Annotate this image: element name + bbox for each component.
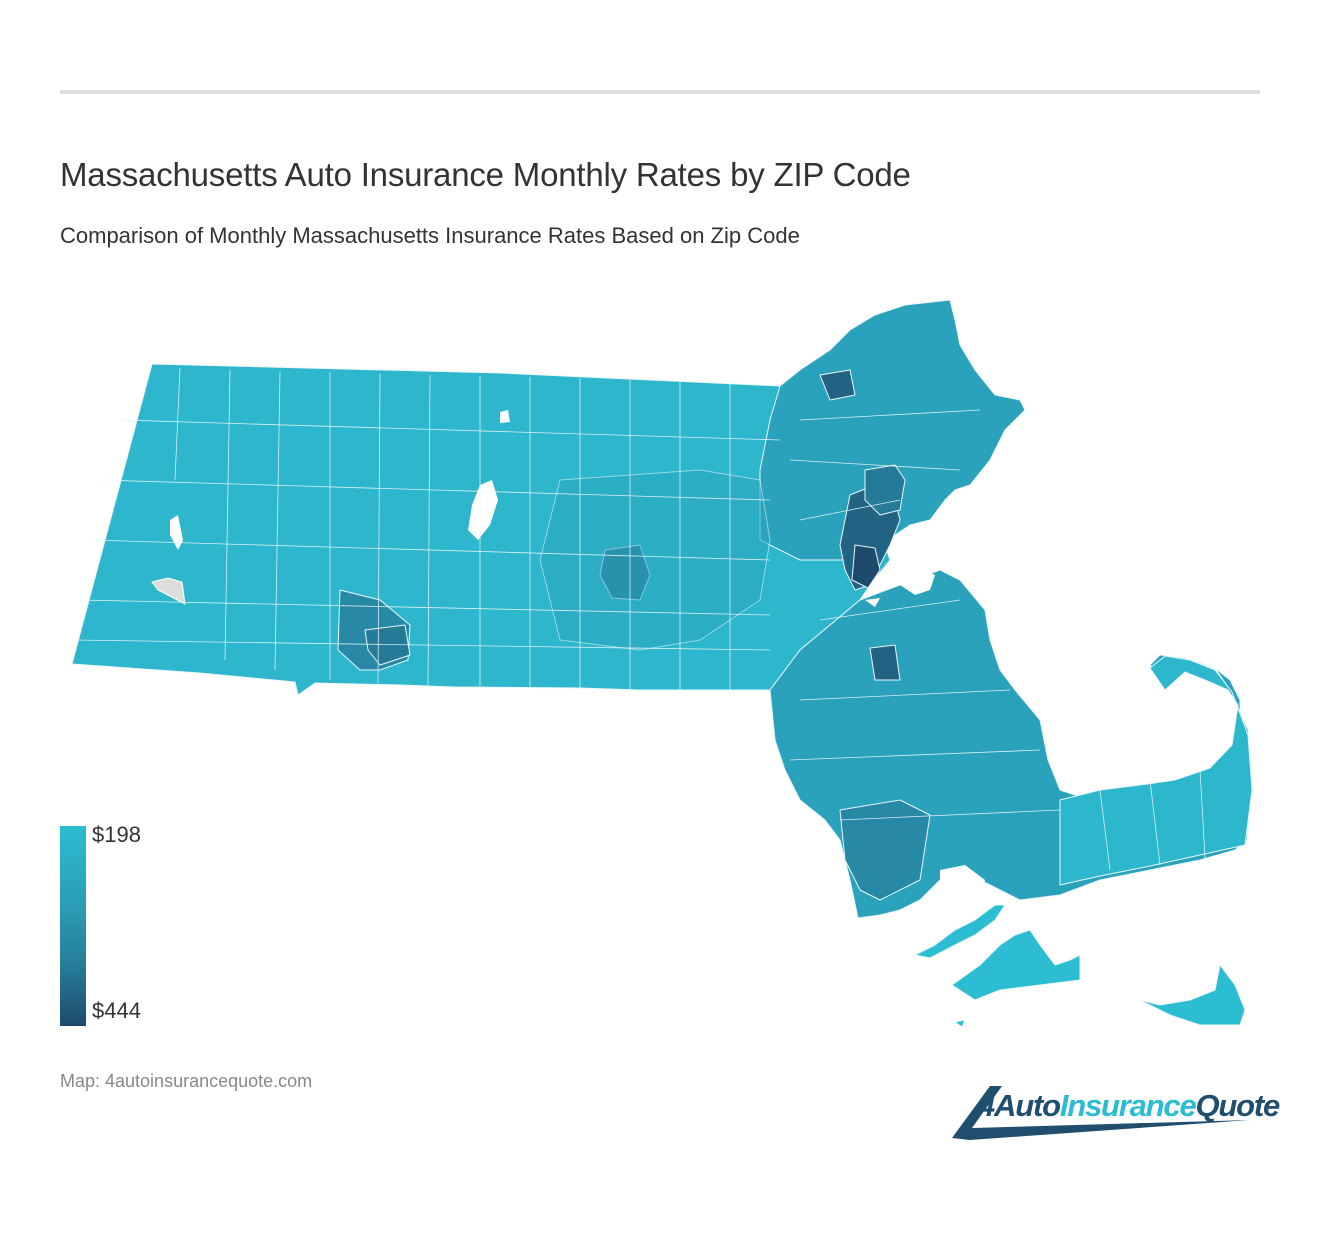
region-springfield-core (364, 624, 411, 666)
page-subtitle: Comparison of Monthly Massachusetts Insu… (60, 223, 800, 248)
top-divider (60, 90, 1260, 94)
brand-logo: 4AutoInsuranceQuote (950, 1080, 1280, 1142)
region-small-island (954, 1019, 966, 1028)
water-body-west (170, 515, 183, 550)
page-title: Massachusetts Auto Insurance Monthly Rat… (60, 156, 911, 193)
region-lawrence (819, 369, 856, 401)
region-northeast (759, 299, 1026, 561)
region-nantucket (1139, 964, 1246, 1026)
region-southeast (769, 569, 1253, 919)
logo-swoosh-icon (952, 1086, 1250, 1140)
buzzards-bay (940, 865, 985, 910)
region-marthas-vineyard (951, 929, 1081, 1001)
logo-text: 4AutoInsuranceQuote (978, 1088, 1281, 1124)
water-south-shore (865, 598, 880, 607)
no-data-area (151, 577, 186, 605)
logo-digit: 4 (978, 1088, 995, 1123)
boston-harbor (890, 555, 935, 595)
region-cape-cod (1059, 655, 1253, 886)
wachusett-water (500, 410, 510, 423)
logo-part-quote: Quote (1195, 1088, 1281, 1123)
region-north-shore (864, 464, 906, 516)
map-source: Map: 4autoinsurancequote.com (60, 1071, 313, 1091)
region-elizabeth-islands (914, 904, 1006, 959)
legend-color-scale (60, 826, 86, 1026)
legend-max-label: $198 (92, 822, 141, 847)
region-brockton (869, 644, 901, 681)
region-fall-river-new-bedford (839, 799, 931, 901)
logo-part-insurance: Insurance (1059, 1088, 1197, 1123)
quabbin-reservoir (468, 480, 498, 540)
logo-part-auto: Auto (994, 1088, 1061, 1123)
legend-min-label: $444 (92, 998, 141, 1023)
region-boston-center (851, 544, 881, 589)
